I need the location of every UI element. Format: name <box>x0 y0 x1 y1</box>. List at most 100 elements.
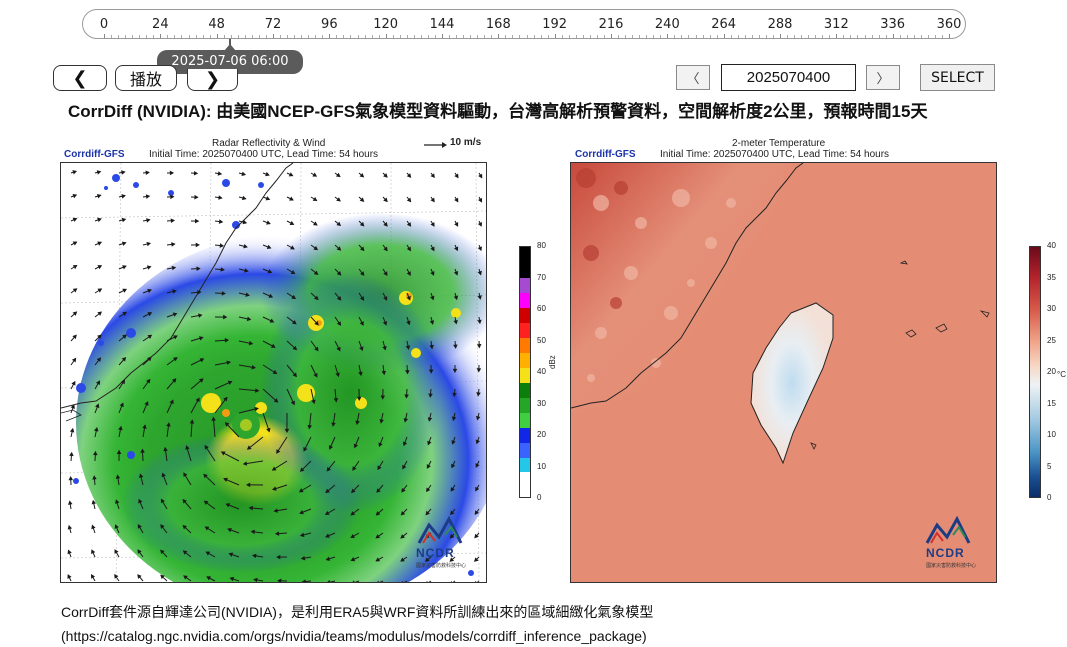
wind-arrow-head <box>312 196 318 202</box>
wind-arrow-head <box>291 294 297 300</box>
timeline-tick-mark <box>603 35 605 38</box>
wind-arrow-head <box>400 534 405 539</box>
wind-arrow-head <box>146 241 152 247</box>
timeline-tick-mark <box>526 35 528 38</box>
wind-arrow-head <box>290 400 295 406</box>
timeline-tick-mark <box>174 35 176 38</box>
wind-arrow-head <box>427 440 432 446</box>
wind-arrow-head <box>454 197 459 203</box>
wind-arrow-head <box>67 549 72 555</box>
slider-handle[interactable] <box>229 39 231 47</box>
wind-arrow-head <box>299 467 305 472</box>
time-slider[interactable]: 0 24 48 72 96 120 144 168 192 216 240 264 288 312 336 3… <box>82 9 966 39</box>
timeline-tick-mark <box>540 35 542 38</box>
timeline-tick-mark <box>477 35 479 38</box>
timeline-tick-label: 336 <box>880 17 906 32</box>
timeline-tick-label: 72 <box>264 17 282 32</box>
wind-arrow-head <box>118 425 123 431</box>
colorbar-tick-label: 50 <box>537 335 546 345</box>
timeline-tick-mark <box>836 34 838 38</box>
wind-arrow-head <box>454 173 459 179</box>
wind-arrow-head <box>359 296 365 301</box>
wind-arrow-head <box>453 319 458 325</box>
next-step-button[interactable]: ❯ <box>187 69 238 91</box>
wind-arrow-head <box>383 246 388 252</box>
wind-arrow-head <box>137 574 142 579</box>
wind-arrow-head <box>326 466 331 472</box>
wind-arrow-head <box>353 443 359 449</box>
right-ncdr-logo-subtext: 國家災害防救科技中心 <box>926 563 977 569</box>
initial-time-input[interactable]: 2025070400 <box>721 64 856 91</box>
colorbar-tick-label: 60 <box>537 304 546 313</box>
timeline-tick-mark <box>949 34 950 38</box>
timeline-tick-mark <box>632 35 634 38</box>
timeline-tick-mark <box>273 34 274 38</box>
radar-source-label: Corrdiff-GFS <box>64 149 125 160</box>
timeline-tick-mark <box>371 35 373 38</box>
timeline-tick-mark <box>301 35 303 38</box>
wind-arrow-head <box>114 573 119 579</box>
previous-step-button[interactable]: ❮ <box>53 65 107 91</box>
wind-arrow-head <box>324 510 330 515</box>
wind-arrow-head <box>137 524 142 529</box>
wind-arrow-head <box>335 372 340 378</box>
wind-arrow <box>247 436 264 450</box>
wind-arrow-head <box>93 450 98 456</box>
timeline-tick-mark <box>878 35 880 38</box>
wind-arrow-head <box>452 392 457 398</box>
wind-arrow-head <box>314 346 319 352</box>
wind-reference-arrow <box>422 138 502 150</box>
wind-arrow-head <box>67 524 73 530</box>
footer-url[interactable]: (https://catalog.ngc.nvidia.com/orgs/nvi… <box>61 628 647 644</box>
select-button[interactable]: SELECT <box>920 64 995 91</box>
timeline-tick-label: 360 <box>936 17 962 32</box>
left-ncdr-logo-subtext: 國家災害防救科技中心 <box>416 563 467 569</box>
wind-arrow-head <box>405 345 411 350</box>
previous-date-button[interactable]: 〈 <box>676 65 710 90</box>
wind-arrow-head <box>171 242 176 247</box>
wind-arrow-head <box>242 219 248 225</box>
wind-arrow-head <box>254 406 259 412</box>
wind-arrow-head <box>477 246 482 252</box>
wind-arrow-head <box>204 526 210 531</box>
wind-arrow-head <box>197 290 202 295</box>
wind-arrow-head <box>325 488 330 494</box>
wind-arrow-head <box>220 267 225 272</box>
wind-arrow-head <box>454 222 459 227</box>
wind-arrow-head <box>425 510 430 516</box>
timeline-tick-mark <box>329 34 331 38</box>
wind-arrow-head <box>451 416 457 422</box>
wind-arrow <box>212 417 216 438</box>
timeline-tick-mark <box>364 35 366 38</box>
wind-arrow-head <box>69 451 74 457</box>
timeline-tick-mark <box>716 35 718 38</box>
wind-arrow-head <box>182 550 188 555</box>
wind-arrow-head <box>226 360 232 365</box>
wind-arrow-head <box>255 388 260 393</box>
wind-arrow-head <box>203 473 208 479</box>
wind-arrow-head <box>72 170 78 175</box>
wind-arrow-head <box>355 420 360 426</box>
wind-arrow-head <box>478 197 483 203</box>
timeline-tick-mark <box>589 35 591 38</box>
wind-arrow-head <box>375 511 381 516</box>
timeline-tick-mark <box>730 35 732 38</box>
next-date-button[interactable]: 〉 <box>866 65 900 90</box>
wind-arrow-head <box>267 269 273 274</box>
timeline-tick-label: 144 <box>429 17 455 32</box>
wind-arrow-head <box>383 271 388 277</box>
colorbar-tick-label: 35 <box>1047 272 1056 282</box>
timeline-tick-mark <box>850 35 852 38</box>
wind-arrow-head <box>271 466 277 471</box>
wind-arrow-head <box>198 336 204 341</box>
play-button[interactable]: 播放 <box>115 65 177 91</box>
colorbar-tick-label: 25 <box>1047 335 1056 345</box>
colorbar-tick-label: 30 <box>1047 304 1056 313</box>
wind-arrow-head <box>406 246 411 252</box>
wind-arrow-head <box>378 442 383 448</box>
wind-arrow-head <box>250 529 255 535</box>
wind-arrow-head <box>276 449 281 454</box>
timeline-tick-mark <box>406 35 408 38</box>
wind-arrow-head <box>449 533 455 539</box>
wind-arrow-head <box>121 170 126 175</box>
